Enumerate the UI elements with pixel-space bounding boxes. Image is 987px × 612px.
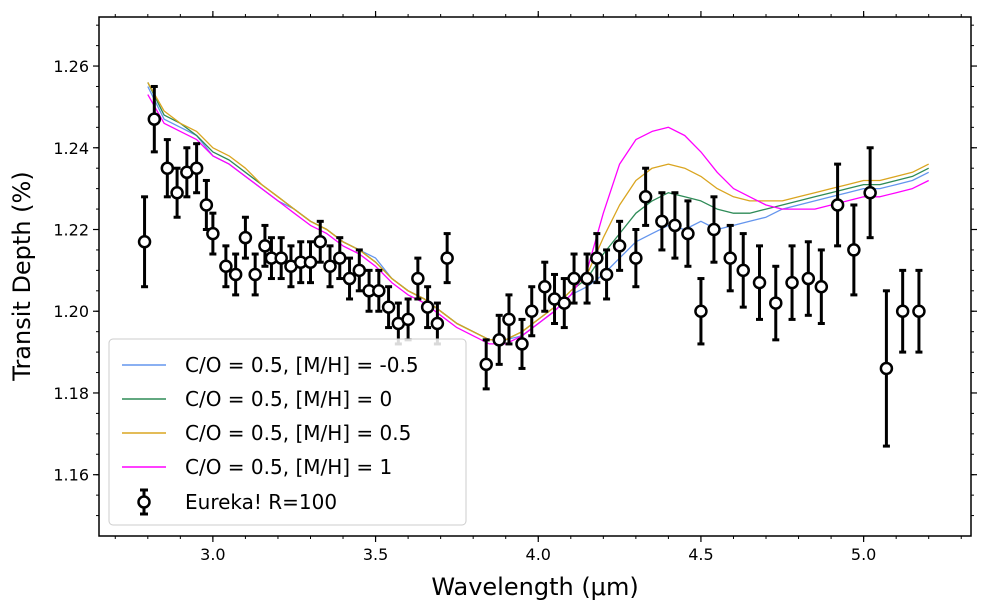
legend-marker-eureka xyxy=(137,488,151,516)
data-point xyxy=(638,166,653,227)
y-axis-label: Transit Depth (%) xyxy=(8,171,36,381)
data-point xyxy=(723,223,737,293)
data-point xyxy=(707,195,721,264)
data-point xyxy=(801,240,816,317)
legend: C/O = 0.5, [M/H] = -0.5 C/O = 0.5, [M/H]… xyxy=(108,338,467,526)
legend-label-mh-1: C/O = 0.5, [M/H] = 1 xyxy=(185,455,392,479)
data-point xyxy=(694,277,708,346)
data-point xyxy=(752,244,767,321)
data-point xyxy=(342,256,357,301)
data-point xyxy=(580,252,594,305)
data-point xyxy=(814,248,829,325)
x-tick-label: 4.5 xyxy=(688,545,713,564)
series-line-3 xyxy=(147,94,929,345)
data-point xyxy=(557,277,572,330)
x-tick-label: 5.0 xyxy=(851,545,876,564)
y-tick-label: 1.20 xyxy=(53,302,89,321)
x-axis-label: Wavelength (μm) xyxy=(431,573,638,601)
data-point xyxy=(681,199,695,268)
data-point xyxy=(895,268,910,354)
data-point xyxy=(372,268,386,313)
data-point xyxy=(492,313,506,366)
legend-label-mh-0: C/O = 0.5, [M/H] = 0 xyxy=(185,387,392,411)
data-point xyxy=(590,232,604,285)
data-point xyxy=(333,236,347,281)
data-point xyxy=(381,285,396,330)
ticks-layer: 3.0 3.5 4.0 4.5 5.0 1.16 1.18 1.20 1.22 1.24 1.26 xyxy=(53,11,977,564)
data-point xyxy=(160,138,175,199)
legend-label-eureka: Eureka! R=100 xyxy=(185,490,337,514)
data-point xyxy=(655,191,669,252)
data-point xyxy=(137,195,152,289)
series-layer xyxy=(147,82,929,345)
y-tick-label: 1.16 xyxy=(53,466,89,485)
data-point xyxy=(567,252,581,305)
data-point xyxy=(362,268,376,313)
data-point xyxy=(420,285,435,330)
data-point xyxy=(769,264,783,342)
data-point xyxy=(847,203,861,297)
data-point xyxy=(313,219,328,264)
data-point xyxy=(219,244,233,289)
data-point xyxy=(599,248,614,301)
data-point xyxy=(180,146,194,199)
data-point xyxy=(879,289,894,448)
data-point xyxy=(248,252,262,297)
data-point xyxy=(668,191,682,260)
data-point xyxy=(228,252,243,297)
x-tick-label: 3.0 xyxy=(200,545,225,564)
y-tick-label: 1.26 xyxy=(53,57,89,76)
data-point xyxy=(479,338,493,391)
data-point xyxy=(323,244,337,289)
data-point xyxy=(264,236,279,281)
y-tick-label: 1.18 xyxy=(53,384,89,403)
data-point xyxy=(785,244,799,321)
series-line-2 xyxy=(147,82,929,341)
data-point xyxy=(612,219,627,272)
x-tick-label: 3.5 xyxy=(363,545,388,564)
data-point xyxy=(274,236,288,281)
y-tick-label: 1.24 xyxy=(53,139,89,158)
data-point xyxy=(206,211,220,256)
data-point xyxy=(912,268,926,354)
data-point xyxy=(303,240,318,285)
data-point xyxy=(411,256,425,301)
data-point xyxy=(863,146,877,240)
data-point xyxy=(629,228,643,289)
data-point xyxy=(515,317,529,370)
data-point xyxy=(440,232,454,285)
plot-frame xyxy=(98,16,972,537)
legend-label-mh-neg05: C/O = 0.5, [M/H] = -0.5 xyxy=(185,353,419,377)
x-tick-label: 4.0 xyxy=(526,545,551,564)
data-point xyxy=(189,142,204,195)
data-point xyxy=(830,162,845,248)
legend-box xyxy=(108,338,467,526)
data-point xyxy=(502,293,516,346)
legend-label-mh-05: C/O = 0.5, [M/H] = 0.5 xyxy=(185,421,411,445)
data-point xyxy=(147,84,162,154)
data-point xyxy=(524,285,539,338)
y-tick-label: 1.22 xyxy=(53,221,89,240)
data-point xyxy=(170,166,184,219)
data-point xyxy=(238,215,253,260)
data-point xyxy=(736,232,750,309)
data-point xyxy=(352,248,367,293)
data-point xyxy=(538,260,552,313)
data-points-layer xyxy=(137,84,926,448)
data-point xyxy=(401,297,415,342)
